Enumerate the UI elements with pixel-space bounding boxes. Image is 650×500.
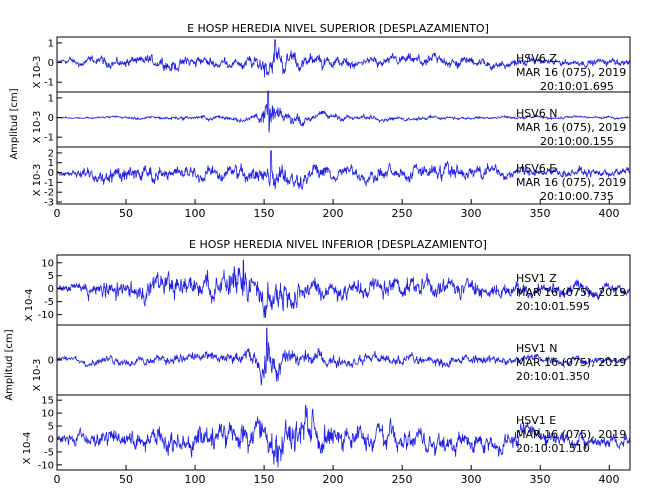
y-tick-label: 15 <box>41 396 54 407</box>
date-label: MAR 16 (075), 2019 <box>516 121 626 134</box>
x-tick-label: 350 <box>530 473 551 486</box>
time-label: 20:10:00.735 <box>540 190 614 203</box>
x-tick-label: 0 <box>54 207 61 220</box>
x-tick-label: 300 <box>461 473 482 486</box>
y-tick-label: 1 <box>48 158 54 169</box>
x-tick-label: 250 <box>392 473 413 486</box>
ylabel-superior: Amplitud [cm] <box>9 88 20 159</box>
y-tick-label: 2 <box>48 148 54 159</box>
panel-inferior-n: X 10-3 HSV1 N MAR 16 (075), 2019 20:10:0… <box>32 324 631 396</box>
x-tick-label: 150 <box>254 473 275 486</box>
y-tick-label: 5 <box>48 271 54 282</box>
y-tick-label: 0 <box>48 113 54 124</box>
time-label: 20:10:01.350 <box>516 370 590 383</box>
time-label: 20:10:01.695 <box>540 80 614 93</box>
panel-inferior-z: X 10-4 HSV1 Z MAR 16 (075), 2019 20:10:0… <box>24 254 631 326</box>
y-tick-label: -3 <box>44 198 54 209</box>
x-tick-label: 200 <box>323 207 344 220</box>
date-label: MAR 16 (075), 2019 <box>516 428 626 441</box>
x-tick-label: 250 <box>392 207 413 220</box>
x-tick-label: 100 <box>185 207 206 220</box>
x-tick-label: 150 <box>254 207 275 220</box>
y-tick-label: 10 <box>41 409 54 420</box>
waveform-trace <box>56 39 631 78</box>
scale-label: X 10-4 <box>24 289 35 322</box>
scale-label: X 10-3 <box>32 164 43 197</box>
y-tick-label: -10 <box>38 310 54 321</box>
x-tick-label: 350 <box>530 207 551 220</box>
y-tick-label: 5 <box>48 422 54 433</box>
x-tick-label: 400 <box>599 473 620 486</box>
waveform-trace <box>57 90 631 133</box>
x-tick-label: 50 <box>119 473 133 486</box>
chart-title-inferior: E HOSP HEREDIA NIVEL INFERIOR [DESPLAZAM… <box>189 238 487 251</box>
y-tick-label: -2 <box>44 188 54 199</box>
chart-title-superior: E HOSP HEREDIA NIVEL SUPERIOR [DESPLAZAM… <box>187 22 489 35</box>
station-label: HSV1 E <box>516 414 556 427</box>
y-tick-label: 0 <box>48 284 54 295</box>
y-tick-label: -5 <box>44 297 54 308</box>
y-tick-label: 10 <box>41 258 54 269</box>
y-tick-label: 1 <box>48 93 54 104</box>
y-tick-label: -1 <box>44 78 54 89</box>
station-label: HSV6 E <box>516 162 556 175</box>
y-tick-label: 0 <box>48 356 54 367</box>
scale-label: X 10-3 <box>32 111 43 144</box>
x-tick-label: 50 <box>119 207 133 220</box>
x-tick-label: 300 <box>461 207 482 220</box>
station-label: HSV6 Z <box>516 52 557 65</box>
x-tick-label: 100 <box>185 473 206 486</box>
x-tick-label: 200 <box>323 473 344 486</box>
scale-label: X 10-4 <box>22 432 33 465</box>
time-label: 20:10:00.155 <box>540 135 614 148</box>
x-axis-inferior: 0 50 100 150 200 250 300 350 400 <box>54 473 620 486</box>
x-axis-superior: 0 50 100 150 200 250 300 350 400 <box>54 207 620 220</box>
x-tick-label: 400 <box>599 207 620 220</box>
station-label: HSV6 N <box>516 107 558 120</box>
y-tick-label: 0 <box>48 168 54 179</box>
panel-superior-z: X 10-3 HSV6 Z MAR 16 (075), 2019 20:10:0… <box>32 36 631 93</box>
scale-label: X 10-3 <box>32 359 43 392</box>
station-label: HSV1 N <box>516 342 558 355</box>
panel-superior-e: X 10-3 HSV6 E MAR 16 (075), 2019 20:10:0… <box>32 146 631 209</box>
y-tick-label: -1 <box>44 133 54 144</box>
waveform-trace <box>56 404 631 468</box>
date-label: MAR 16 (075), 2019 <box>516 356 626 369</box>
x-tick-label: 0 <box>54 473 61 486</box>
station-label: HSV1 Z <box>516 272 557 285</box>
scale-label: X 10-3 <box>32 56 43 89</box>
date-label: MAR 16 (075), 2019 <box>516 176 626 189</box>
date-label: MAR 16 (075), 2019 <box>516 286 626 299</box>
y-tick-label: -10 <box>38 460 54 471</box>
y-tick-label: 1 <box>48 38 54 49</box>
y-tick-label: -5 <box>44 447 54 458</box>
y-tick-label: 0 <box>48 58 54 69</box>
time-label: 20:10:01.595 <box>516 300 590 313</box>
waveform-trace <box>56 327 631 386</box>
panel-superior-n: X 10-3 HSV6 N MAR 16 (075), 2019 20:10:0… <box>32 90 631 148</box>
date-label: MAR 16 (075), 2019 <box>516 66 626 79</box>
panel-inferior-e: X 10-4 HSV1 E MAR 16 (075), 2019 20:10:0… <box>22 394 631 471</box>
waveform-trace <box>56 259 631 318</box>
y-tick-label: 0 <box>48 434 54 445</box>
ylabel-inferior: Amplitud [cm] <box>4 329 15 400</box>
time-label: 20:10:01.510 <box>516 442 590 455</box>
waveform-trace <box>56 150 631 191</box>
y-tick-label: -1 <box>44 178 54 189</box>
